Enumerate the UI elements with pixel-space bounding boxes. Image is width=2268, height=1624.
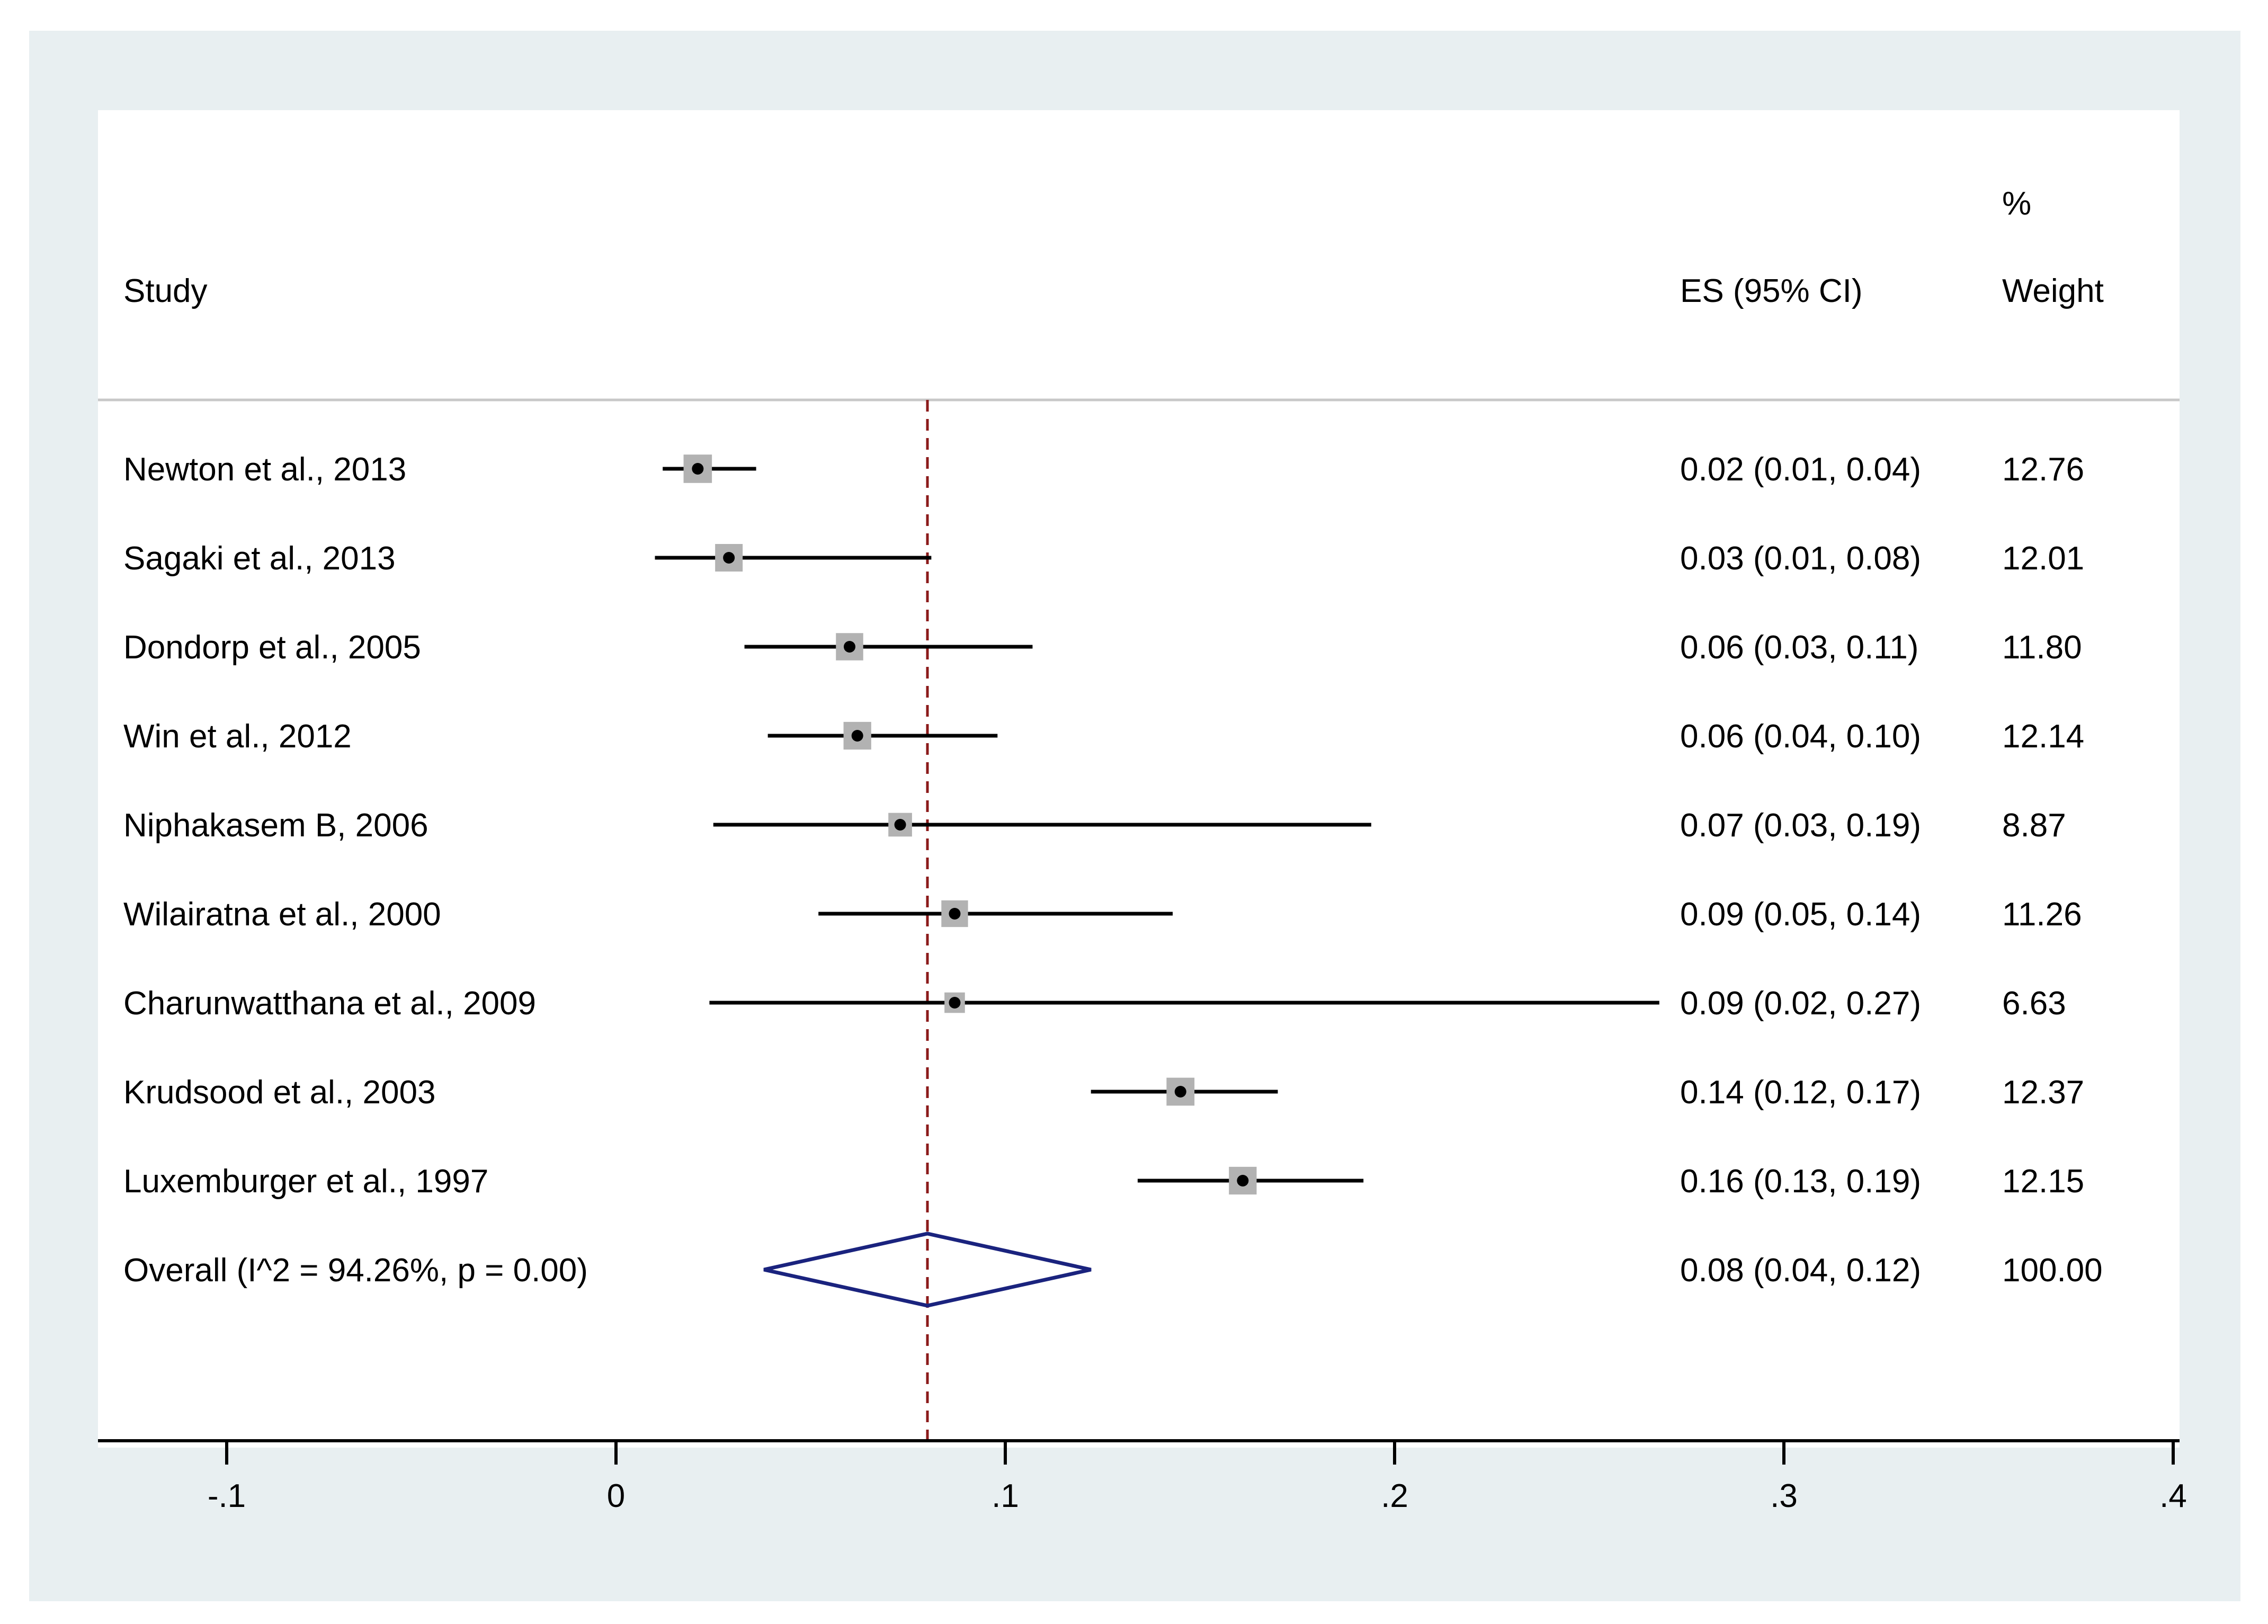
study-name: Dondorp et al., 2005 — [123, 629, 421, 666]
study-name: Wilairatna et al., 2000 — [123, 896, 441, 933]
x-axis-ticks: -.1 0 .1 .2 .3 .4 — [208, 1441, 2187, 1514]
overall-weight-text: 100.00 — [2002, 1252, 2103, 1289]
x-tick-label: .1 — [992, 1478, 1019, 1514]
study-row: Dondorp et al., 2005 0.06 (0.03, 0.11) 11.… — [123, 629, 2082, 666]
es-ci-text: 0.03 (0.01, 0.08) — [1680, 540, 1921, 577]
overall-es-text: 0.08 (0.04, 0.12) — [1680, 1252, 1921, 1289]
weight-text: 12.14 — [2002, 718, 2084, 755]
study-row: Sagaki et al., 2013 0.03 (0.01, 0.08) 12.0… — [123, 540, 2084, 577]
x-tick-label: -.1 — [208, 1478, 246, 1514]
study-name: Sagaki et al., 2013 — [123, 540, 396, 577]
study-row: Wilairatna et al., 2000 0.09 (0.05, 0.14)… — [123, 896, 2082, 933]
study-row: Luxemburger et al., 1997 0.16 (0.13, 0.19… — [123, 1163, 2084, 1200]
overall-label: Overall (I^2 = 94.26%, p = 0.00) — [123, 1252, 588, 1289]
es-ci-text: 0.06 (0.04, 0.10) — [1680, 718, 1921, 755]
study-rows: Newton et al., 2013 0.02 (0.01, 0.04) 12.7… — [123, 451, 2084, 1200]
study-row: Charunwatthana et al., 2009 0.09 (0.02, 0… — [123, 985, 2066, 1022]
es-ci-text: 0.06 (0.03, 0.11) — [1680, 629, 1918, 666]
point-estimate — [692, 463, 704, 475]
weight-text: 12.01 — [2002, 540, 2084, 577]
es-ci-text: 0.14 (0.12, 0.17) — [1680, 1074, 1921, 1111]
weight-text: 12.37 — [2002, 1074, 2084, 1111]
header-weight: Weight — [2002, 273, 2104, 309]
weight-text: 8.87 — [2002, 807, 2066, 844]
study-name: Newton et al., 2013 — [123, 451, 406, 488]
point-estimate — [1237, 1175, 1249, 1186]
study-row: Krudsood et al., 2003 0.14 (0.12, 0.17) 12… — [123, 1074, 2084, 1111]
es-ci-text: 0.07 (0.03, 0.19) — [1680, 807, 1921, 844]
weight-text: 12.76 — [2002, 451, 2084, 488]
x-tick-label: .4 — [2159, 1478, 2187, 1514]
x-tick-label: .2 — [1381, 1478, 1408, 1514]
study-name: Charunwatthana et al., 2009 — [123, 985, 536, 1022]
header-study: Study — [123, 273, 208, 309]
point-estimate — [949, 908, 961, 920]
study-name: Niphakasem B, 2006 — [123, 807, 428, 844]
point-estimate — [723, 552, 735, 564]
point-estimate — [1174, 1086, 1186, 1097]
study-row: Win et al., 2012 0.06 (0.04, 0.10) 12.14 — [123, 718, 2084, 755]
overall-diamond — [763, 1232, 1092, 1308]
es-ci-text: 0.02 (0.01, 0.04) — [1680, 451, 1921, 488]
study-name: Luxemburger et al., 1997 — [123, 1163, 488, 1200]
point-estimate — [851, 730, 863, 742]
header-es: ES (95% CI) — [1680, 273, 1863, 309]
plot-region — [98, 110, 2180, 1448]
weight-text: 11.26 — [2002, 896, 2082, 933]
study-name: Win et al., 2012 — [123, 718, 352, 755]
es-ci-text: 0.09 (0.02, 0.27) — [1680, 985, 1921, 1022]
point-estimate — [844, 641, 855, 653]
x-tick-label: .3 — [1770, 1478, 1798, 1514]
weight-text: 6.63 — [2002, 985, 2066, 1022]
overall-row: Overall (I^2 = 94.26%, p = 0.00) 0.08 (0.… — [123, 1232, 2103, 1308]
point-estimate — [949, 997, 961, 1009]
study-row: Newton et al., 2013 0.02 (0.01, 0.04) 12.7… — [123, 451, 2084, 488]
weight-text: 12.15 — [2002, 1163, 2084, 1200]
es-ci-text: 0.09 (0.05, 0.14) — [1680, 896, 1921, 933]
header-weight-percent: % — [2002, 185, 2031, 222]
es-ci-text: 0.16 (0.13, 0.19) — [1680, 1163, 1921, 1200]
point-estimate — [894, 819, 906, 831]
study-name: Krudsood et al., 2003 — [123, 1074, 435, 1111]
x-tick-label: 0 — [607, 1478, 625, 1514]
study-row: Niphakasem B, 2006 0.07 (0.03, 0.19) 8.87 — [123, 807, 2066, 844]
weight-text: 11.80 — [2002, 629, 2082, 666]
